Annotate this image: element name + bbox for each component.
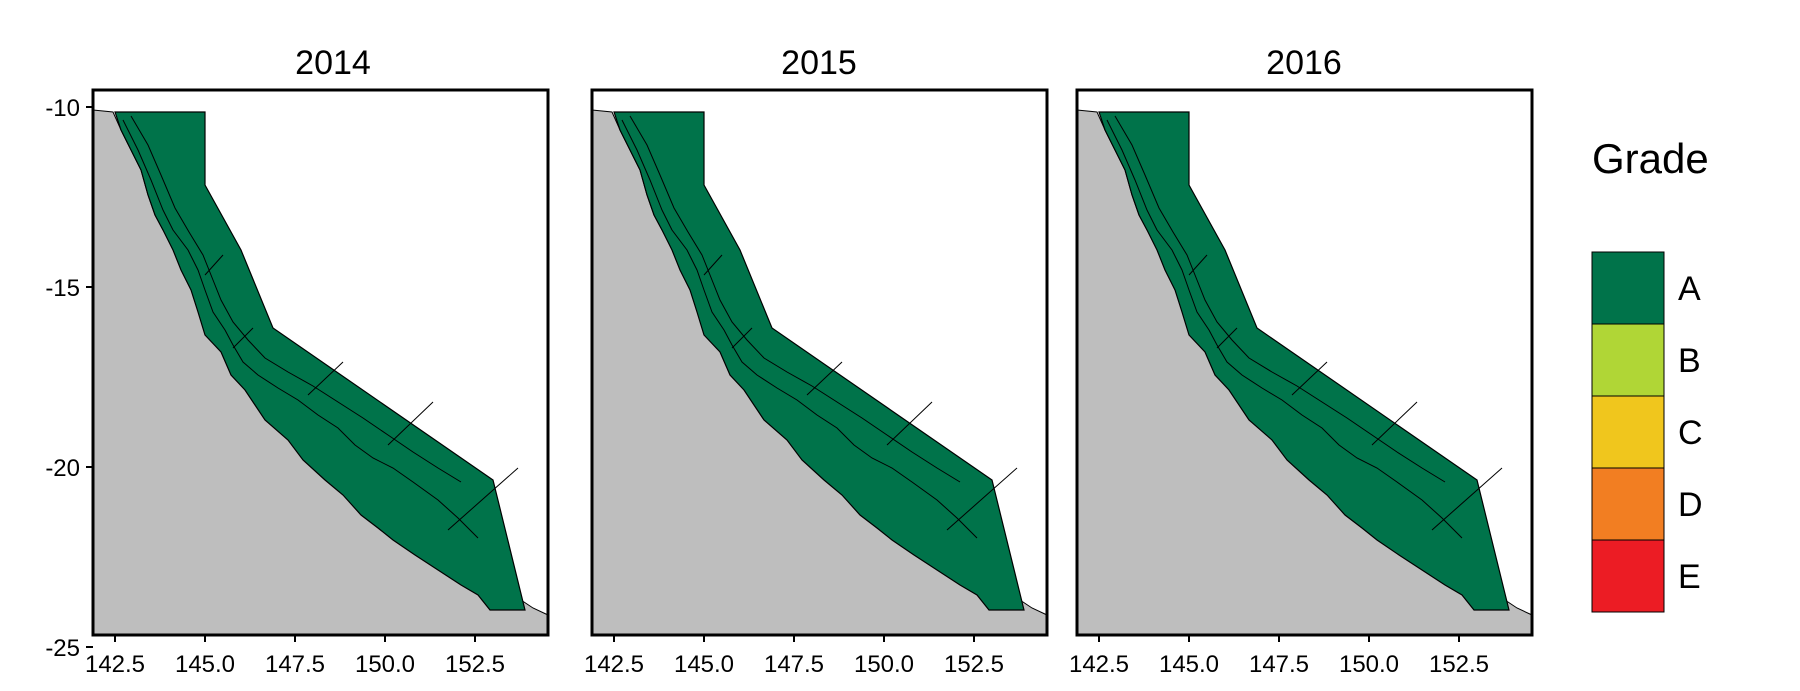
x-tick-label: 147.5 (1249, 651, 1309, 678)
legend-key-e (1591, 539, 1665, 613)
map-panel-2016 (1075, 88, 1534, 637)
x-tick-label: 152.5 (1429, 651, 1489, 678)
map-panel-2015 (590, 88, 1049, 637)
x-tick-label: 147.5 (265, 651, 325, 678)
legend-label-e: E (1678, 558, 1701, 596)
x-tick-label: 142.5 (1069, 651, 1129, 678)
y-tick-label: -15 (45, 275, 80, 302)
legend-label-a: A (1678, 270, 1701, 308)
legend-key-b (1591, 323, 1665, 397)
x-tick-label: 150.0 (854, 651, 914, 678)
panel-frame (590, 88, 1049, 637)
legend-label-d: D (1678, 486, 1703, 524)
x-tick-label: 145.0 (1159, 651, 1219, 678)
x-tick-label: 152.5 (445, 651, 505, 678)
x-tick-label: 142.5 (85, 651, 145, 678)
x-axes: 142.5 145.0 147.5 150.0 152.5 142.5 145.0 147.5… (85, 635, 1489, 678)
x-tick-label: 150.0 (1339, 651, 1399, 678)
panel-title-2016: 2016 (1266, 44, 1342, 82)
legend-label-b: B (1678, 342, 1701, 380)
legend-key-c (1591, 395, 1665, 469)
legend-key-d (1591, 467, 1665, 541)
panel-frame (1075, 88, 1534, 637)
legend-label-c: C (1678, 414, 1703, 452)
y-axis: -10 -15 -20 -25 (45, 95, 93, 662)
x-tick-label: 145.0 (674, 651, 734, 678)
map-panel-2014 (91, 88, 550, 637)
panel-title-2015: 2015 (781, 44, 857, 82)
panel-frame (91, 88, 550, 637)
legend-key-a (1591, 251, 1665, 325)
y-tick-label: -10 (45, 95, 80, 122)
x-tick-label: 145.0 (175, 651, 235, 678)
y-tick-label: -25 (45, 635, 80, 662)
legend-title: Grade (1592, 135, 1709, 182)
x-tick-label: 142.5 (584, 651, 644, 678)
x-tick-label: 152.5 (944, 651, 1004, 678)
x-tick-label: 150.0 (355, 651, 415, 678)
x-tick-label: 147.5 (764, 651, 824, 678)
panel-title-2014: 2014 (295, 44, 371, 82)
y-tick-label: -20 (45, 455, 80, 482)
